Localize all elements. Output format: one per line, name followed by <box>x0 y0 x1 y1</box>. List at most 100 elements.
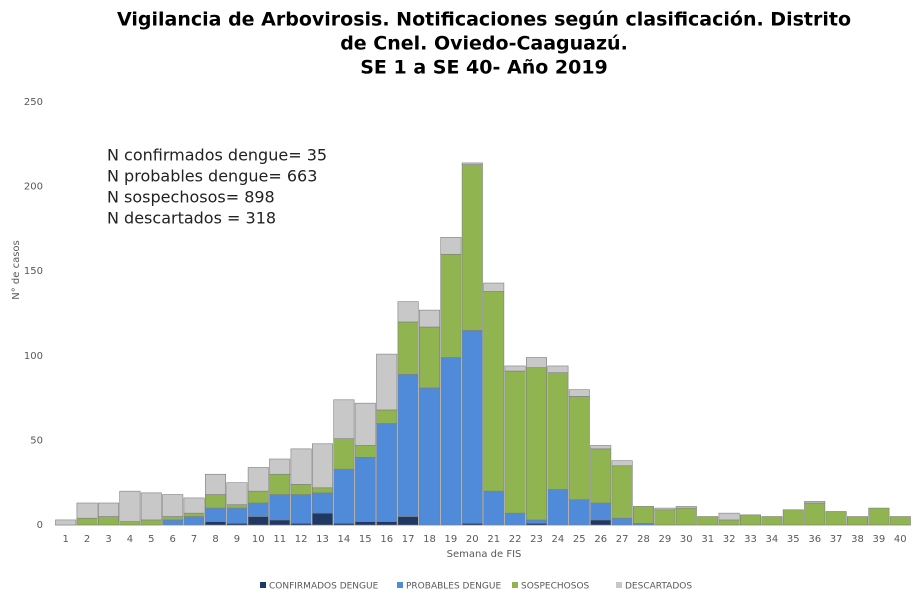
chart-title: de Cnel. Oviedo-Caaguazú. <box>340 33 628 55</box>
bar-segment <box>333 399 355 440</box>
bar-segment <box>311 512 333 526</box>
bar-segment <box>76 502 98 519</box>
legend-label: CONFIRMADOS DENGUE <box>269 582 379 592</box>
bar-segment <box>311 487 333 494</box>
legend-swatch <box>512 582 518 588</box>
bar-segment <box>461 164 483 331</box>
x-tick-label: 33 <box>744 534 757 545</box>
legend-swatch <box>397 582 403 588</box>
x-tick-label: 16 <box>380 534 393 545</box>
x-tick-label: 32 <box>723 534 736 545</box>
bar-segment <box>183 512 205 517</box>
bar-segment <box>675 506 697 509</box>
x-tick-label: 14 <box>338 534 351 545</box>
x-tick-label: 3 <box>105 534 111 545</box>
bar-segment <box>269 458 291 475</box>
x-tick-label: 29 <box>659 534 672 545</box>
bar-segment <box>311 492 333 514</box>
x-tick-label: 28 <box>637 534 650 545</box>
x-tick-label: 8 <box>212 534 218 545</box>
x-tick-label: 38 <box>851 534 864 545</box>
bar-segment <box>183 516 205 526</box>
x-tick-label: 34 <box>766 534 779 545</box>
x-tick-label: 1 <box>63 534 69 545</box>
bar-segment <box>247 490 269 504</box>
x-tick-label: 19 <box>445 534 458 545</box>
bar-segment <box>804 501 826 504</box>
bar-segment <box>739 514 761 526</box>
bar-segment <box>119 521 141 526</box>
bar-segment <box>590 519 612 526</box>
bar-segment <box>889 516 911 526</box>
bar-segment <box>440 357 462 526</box>
bar-segment <box>846 516 868 526</box>
chart-title: Vigilancia de Arbovirosis. Notificacione… <box>117 9 851 31</box>
annotation: N confirmados dengue= 35 <box>107 146 327 165</box>
x-tick-label: 22 <box>509 534 522 545</box>
legend-label: PROBABLES DENGUE <box>406 582 501 592</box>
bar-segment <box>825 511 847 526</box>
bar-segment <box>247 467 269 492</box>
bar-segment <box>290 448 312 485</box>
bar-segment <box>247 516 269 526</box>
bar-segment <box>205 494 227 509</box>
bar-segment <box>568 389 590 397</box>
x-tick-label: 7 <box>191 534 197 545</box>
bar-segment <box>397 301 419 323</box>
y-tick-label: 250 <box>24 97 43 108</box>
x-tick-label: 18 <box>423 534 436 545</box>
bar-segment <box>98 502 120 517</box>
x-tick-label: 2 <box>84 534 90 545</box>
bar-segment <box>611 517 633 526</box>
bar-segment <box>483 291 505 492</box>
bar-segment <box>611 460 633 467</box>
y-tick-label: 50 <box>30 435 43 446</box>
bar-segment <box>226 482 248 505</box>
bar-segment <box>269 473 291 495</box>
y-tick-label: 200 <box>24 182 43 193</box>
x-tick-label: 13 <box>316 534 329 545</box>
bar-segment <box>397 516 419 526</box>
bar-segment <box>461 330 483 524</box>
bar-segment <box>504 365 526 372</box>
bar-segment <box>804 502 826 526</box>
bar-segment <box>162 519 184 526</box>
annotation: N probables dengue= 663 <box>107 167 317 186</box>
x-tick-label: 27 <box>616 534 629 545</box>
bar-segment <box>205 507 227 522</box>
bar-segment <box>333 438 355 470</box>
x-tick-label: 40 <box>894 534 907 545</box>
bar-segment <box>354 402 376 446</box>
bar-segment <box>162 516 184 521</box>
x-tick-label: 21 <box>487 534 500 545</box>
bar-segment <box>440 253 462 358</box>
bar-segment <box>397 321 419 375</box>
bar-segment <box>183 497 205 514</box>
bar-segment <box>525 357 547 368</box>
bar-segment <box>354 457 376 522</box>
bar-segment <box>418 326 440 389</box>
bar-segment <box>397 374 419 517</box>
x-tick-label: 25 <box>573 534 586 545</box>
bar-segment <box>55 519 77 526</box>
x-tick-label: 15 <box>359 534 372 545</box>
bar-segment <box>718 512 740 521</box>
x-tick-label: 39 <box>873 534 886 545</box>
y-tick-label: 150 <box>24 266 43 277</box>
y-tick-label: 100 <box>24 351 43 362</box>
legend-label: SOSPECHOSOS <box>521 582 590 592</box>
bar-segment <box>590 448 612 504</box>
bar-segment <box>761 516 783 526</box>
legend-swatch <box>616 582 622 588</box>
bar-segment <box>354 445 376 458</box>
bar-segment <box>547 489 569 526</box>
bar-segment <box>205 473 227 495</box>
x-tick-label: 37 <box>830 534 843 545</box>
bar-segment <box>269 494 291 521</box>
bar-segment <box>632 506 654 524</box>
bar-segment <box>675 507 697 526</box>
x-tick-label: 23 <box>530 534 543 545</box>
legend-label: DESCARTADOS <box>625 582 692 592</box>
bar-segment <box>418 309 440 328</box>
